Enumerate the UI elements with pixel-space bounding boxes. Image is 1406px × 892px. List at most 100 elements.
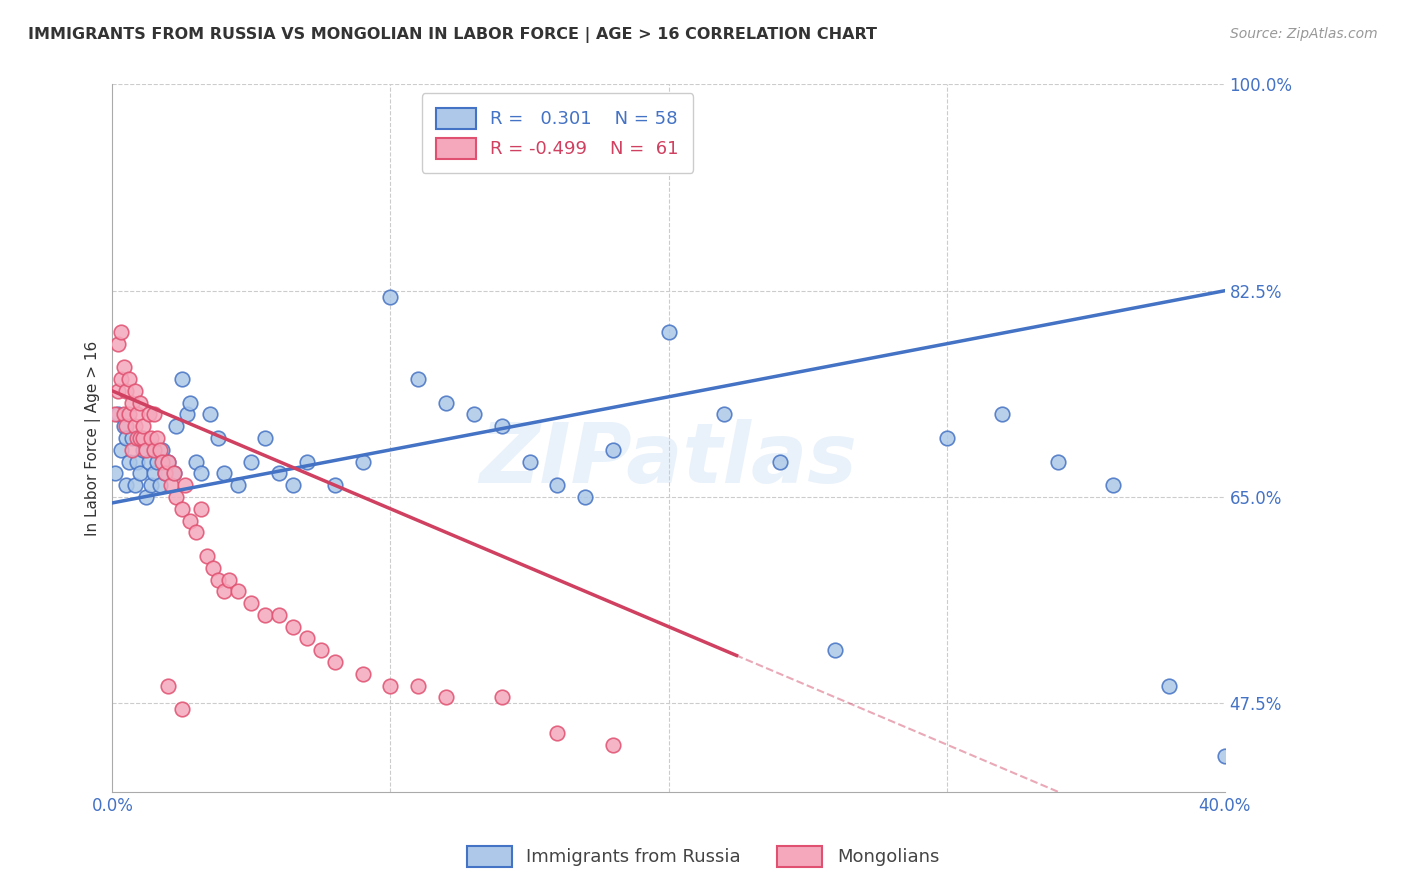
Point	[110, 372, 132, 386]
Point	[132, 431, 155, 445]
Point	[157, 455, 180, 469]
Point	[129, 395, 152, 409]
Point	[380, 679, 402, 693]
Point	[408, 679, 430, 693]
Point	[146, 455, 169, 469]
Point	[323, 478, 346, 492]
Point	[143, 467, 166, 481]
Point	[135, 490, 157, 504]
Point	[212, 467, 235, 481]
Point	[207, 573, 229, 587]
Point	[127, 431, 149, 445]
Point	[283, 478, 305, 492]
Point	[240, 455, 263, 469]
Point	[135, 442, 157, 457]
Point	[115, 431, 138, 445]
Point	[149, 442, 172, 457]
Point	[155, 467, 177, 481]
Point	[1159, 679, 1181, 693]
Point	[491, 690, 513, 705]
Point	[713, 408, 735, 422]
Point	[218, 573, 240, 587]
Point	[112, 419, 135, 434]
Point	[240, 596, 263, 610]
Point	[170, 702, 193, 716]
Point	[546, 725, 568, 739]
Point	[769, 455, 792, 469]
Point	[295, 632, 318, 646]
Point	[104, 467, 127, 481]
Point	[157, 679, 180, 693]
Point	[352, 666, 374, 681]
Point	[104, 408, 127, 422]
Point	[323, 655, 346, 669]
Point	[124, 384, 146, 398]
Point	[190, 467, 212, 481]
Point	[121, 395, 143, 409]
Point	[141, 431, 163, 445]
Point	[141, 478, 163, 492]
Point	[132, 442, 155, 457]
Point	[143, 442, 166, 457]
Point	[269, 607, 291, 622]
Point	[124, 478, 146, 492]
Point	[129, 467, 152, 481]
Point	[138, 408, 160, 422]
Point	[179, 514, 201, 528]
Point	[170, 372, 193, 386]
Point	[162, 467, 184, 481]
Point	[138, 455, 160, 469]
Point	[110, 442, 132, 457]
Point	[309, 643, 332, 657]
Point	[159, 478, 181, 492]
Point	[115, 478, 138, 492]
Point	[173, 478, 195, 492]
Point	[658, 325, 681, 339]
Point	[574, 490, 596, 504]
Point	[434, 690, 457, 705]
Point	[212, 584, 235, 599]
Point	[149, 478, 172, 492]
Point	[107, 408, 129, 422]
Point	[118, 408, 141, 422]
Point	[546, 478, 568, 492]
Point	[155, 467, 177, 481]
Point	[118, 455, 141, 469]
Point	[112, 408, 135, 422]
Point	[1102, 478, 1125, 492]
Point	[226, 478, 249, 492]
Point	[115, 419, 138, 434]
Text: IMMIGRANTS FROM RUSSIA VS MONGOLIAN IN LABOR FORCE | AGE > 16 CORRELATION CHART: IMMIGRANTS FROM RUSSIA VS MONGOLIAN IN L…	[28, 27, 877, 43]
Point	[824, 643, 846, 657]
Point	[129, 431, 152, 445]
Point	[115, 384, 138, 398]
Legend: Immigrants from Russia, Mongolians: Immigrants from Russia, Mongolians	[460, 838, 946, 874]
Point	[121, 431, 143, 445]
Point	[198, 408, 221, 422]
Point	[254, 431, 277, 445]
Text: ZIPatlas: ZIPatlas	[479, 418, 858, 500]
Point	[226, 584, 249, 599]
Legend: R =   0.301    N = 58, R = -0.499    N =  61: R = 0.301 N = 58, R = -0.499 N = 61	[422, 94, 693, 173]
Point	[935, 431, 957, 445]
Point	[143, 408, 166, 422]
Point	[184, 525, 207, 540]
Point	[170, 501, 193, 516]
Point	[1213, 749, 1236, 764]
Point	[157, 455, 180, 469]
Point	[152, 455, 174, 469]
Point	[152, 442, 174, 457]
Point	[132, 419, 155, 434]
Point	[165, 419, 187, 434]
Point	[380, 290, 402, 304]
Point	[107, 336, 129, 351]
Point	[107, 384, 129, 398]
Point	[124, 419, 146, 434]
Point	[195, 549, 218, 563]
Point	[184, 455, 207, 469]
Point	[165, 490, 187, 504]
Point	[283, 620, 305, 634]
Point	[110, 325, 132, 339]
Text: Source: ZipAtlas.com: Source: ZipAtlas.com	[1230, 27, 1378, 41]
Point	[201, 560, 224, 574]
